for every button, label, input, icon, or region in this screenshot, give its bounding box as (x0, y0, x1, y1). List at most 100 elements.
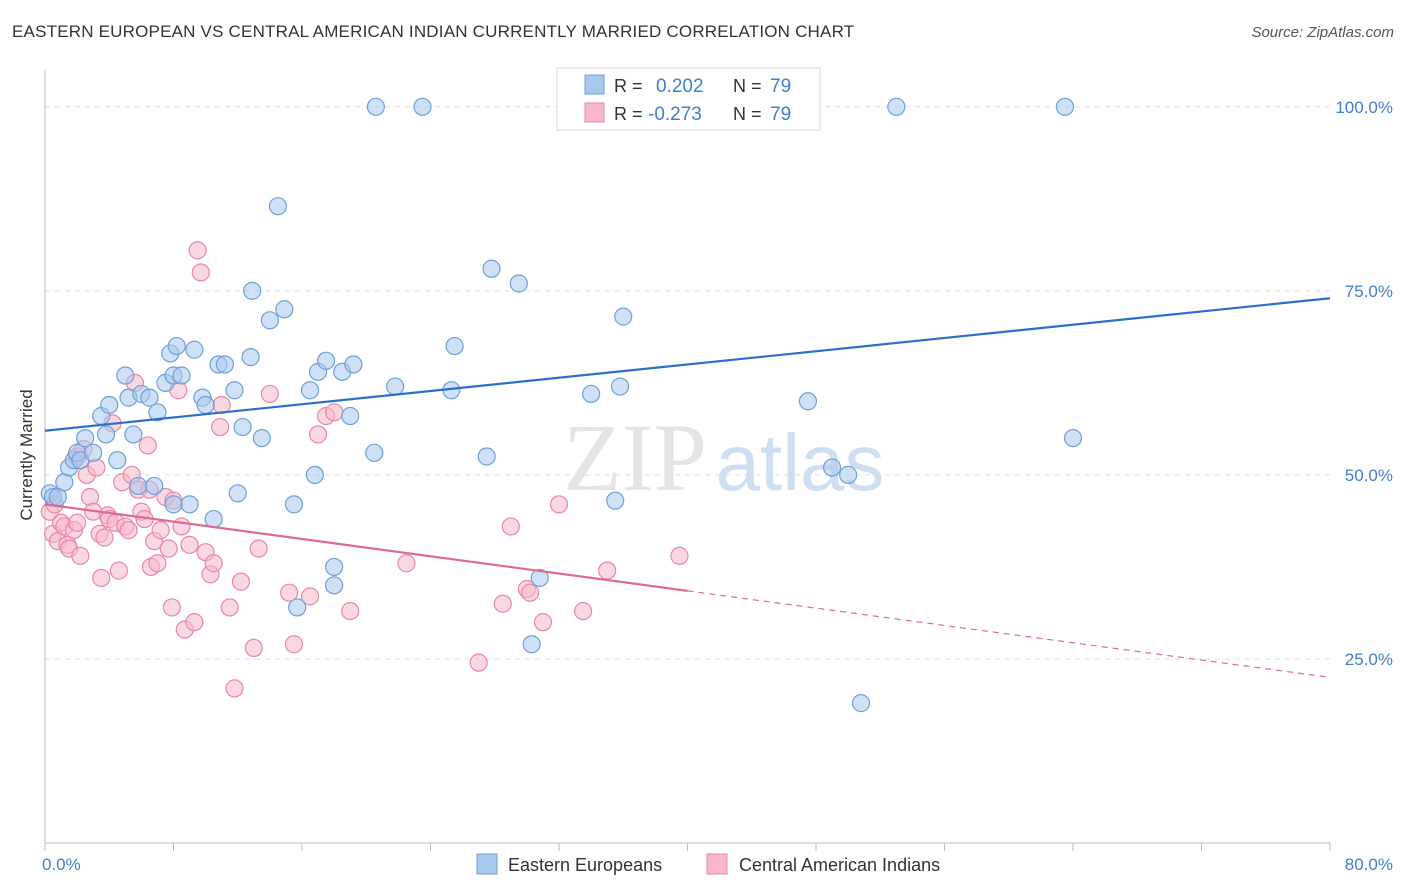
central-american-indians-point-51 (210, 417, 230, 437)
eastern-europeans-point-72 (839, 465, 858, 485)
eastern-europeans-point-40 (268, 197, 288, 216)
eastern-europeans-point-61 (509, 274, 528, 293)
legend-label-central-american-indians: Central American Indians (739, 855, 940, 875)
trend-lines (44, 297, 1331, 678)
source-label: Source: ZipAtlas.com (1251, 24, 1394, 41)
eastern-europeans-point-43 (288, 598, 307, 617)
eastern-europeans-point-18 (140, 388, 159, 407)
central-american-indians-point-44 (180, 535, 199, 554)
eastern-europeans-point-58 (445, 336, 464, 356)
eastern-europeans-point-51 (341, 406, 360, 426)
central-american-indians-point-62 (308, 425, 328, 444)
eastern-europeans-point-41 (275, 300, 294, 319)
eastern-europeans-point-66 (606, 491, 625, 510)
y-tick-label-25: 25.0% (1345, 650, 1393, 669)
y-tick-label-100: 100.0% (1335, 98, 1393, 117)
eastern-europeans-point-63 (530, 568, 549, 588)
central-american-indians-point-38 (159, 539, 178, 558)
central-american-indians-point-42 (172, 517, 191, 536)
eastern-europeans-point-13 (116, 366, 135, 385)
central-american-indians-point-76 (670, 546, 689, 565)
eastern-europeans-point-24 (167, 336, 186, 356)
eastern-europeans-point-71 (822, 458, 842, 477)
eastern-europeans-point-38 (252, 428, 271, 448)
legend-swatch-blue (584, 74, 605, 95)
central-american-indians-point-26 (119, 521, 138, 540)
central-american-indians-point-55 (231, 572, 251, 591)
chart-title: EASTERN EUROPEAN VS CENTRAL AMERICAN IND… (12, 22, 855, 41)
central-american-indians-point-77 (68, 513, 87, 532)
x-tick-label-min: 0.0% (42, 855, 81, 874)
eastern-europeans-point-73 (851, 694, 871, 713)
eastern-europeans-point-67 (610, 377, 630, 396)
eastern-europeans-point-30 (204, 509, 223, 529)
watermark-zip: ZIP (563, 404, 707, 511)
eastern-europeans-point-75 (1055, 97, 1075, 116)
central-american-indians-point-65 (341, 601, 360, 621)
legend-r-value-1: 0.202 (656, 76, 704, 97)
eastern-europeans-point-56 (413, 97, 432, 116)
eastern-europeans-point-37 (243, 281, 262, 300)
eastern-europeans-point-20 (148, 403, 167, 422)
legend-n-value-2: 79 (770, 104, 791, 125)
legend-n-label-1: N = (733, 76, 762, 96)
central-american-indians-point-75 (598, 561, 617, 580)
central-american-indians-trend-line (44, 503, 688, 592)
central-american-indians-point-64 (325, 403, 344, 422)
central-american-indians-point-67 (469, 653, 488, 672)
eastern-europeans-point-49 (325, 576, 344, 595)
eastern-europeans-point-10 (96, 425, 116, 444)
central-american-indians-point-73 (549, 495, 569, 514)
eastern-europeans-point-45 (305, 465, 324, 485)
eastern-europeans-point-74 (887, 97, 906, 116)
eastern-europeans-point-52 (344, 355, 363, 374)
central-american-indians-point-23 (109, 561, 128, 580)
central-american-indians-point-46 (188, 241, 207, 260)
eastern-europeans-point-59 (477, 447, 496, 466)
central-american-indians-point-13 (80, 487, 100, 507)
x-tick-label-max: 80.0% (1345, 855, 1393, 874)
eastern-europeans-point-8 (84, 443, 103, 462)
eastern-europeans-point-39 (260, 311, 279, 330)
eastern-europeans-point-64 (582, 384, 601, 404)
central-american-indians-point-56 (244, 638, 263, 658)
legend-n-label-2: N = (733, 104, 762, 124)
central-american-indians-point-57 (249, 539, 268, 558)
central-american-indians-point-45 (185, 613, 204, 632)
eastern-europeans-point-60 (482, 259, 501, 278)
watermark-atlas: atlas (716, 418, 885, 507)
eastern-europeans-point-11 (100, 395, 119, 415)
y-tick-label-50: 50.0% (1345, 466, 1393, 485)
legend-r-value-2: -0.273 (648, 104, 702, 125)
legend-swatch-pink (584, 102, 605, 123)
eastern-europeans-point-25 (172, 366, 191, 385)
central-american-indians-point-69 (501, 517, 520, 536)
eastern-europeans-point-62 (522, 635, 541, 654)
series-central-american-indians (40, 241, 689, 698)
eastern-europeans-point-70 (798, 392, 818, 411)
eastern-europeans-point-36 (241, 348, 260, 367)
eastern-europeans-point-33 (225, 381, 244, 400)
eastern-europeans-point-34 (228, 484, 247, 503)
y-tick-labels: 25.0% 50.0% 75.0% 100.0% (1335, 98, 1393, 669)
central-american-indians-point-74 (573, 601, 593, 621)
legend-swatch-central-american-indians (706, 853, 728, 875)
axes (44, 70, 1331, 851)
central-american-indians-point-47 (191, 263, 210, 282)
eastern-europeans-point-26 (180, 495, 199, 514)
eastern-europeans-point-16 (129, 476, 148, 496)
correlation-legend: R = 0.202 N = 79 R = -0.273 N = 79 (556, 67, 821, 131)
eastern-europeans-trend-line (44, 297, 1331, 432)
central-american-indians-point-35 (148, 554, 167, 573)
central-american-indians-point-72 (533, 613, 553, 632)
central-american-indians-point-61 (300, 587, 320, 606)
central-american-indians-point-17 (92, 568, 111, 588)
eastern-europeans-point-44 (300, 381, 320, 400)
central-american-indians-point-54 (225, 679, 244, 698)
eastern-europeans-point-12 (108, 451, 127, 470)
eastern-europeans-point-42 (284, 495, 304, 514)
eastern-europeans-point-55 (386, 377, 405, 396)
eastern-europeans-point-68 (614, 307, 633, 326)
central-american-indians-point-68 (493, 594, 512, 613)
eastern-europeans-point-19 (145, 476, 164, 496)
